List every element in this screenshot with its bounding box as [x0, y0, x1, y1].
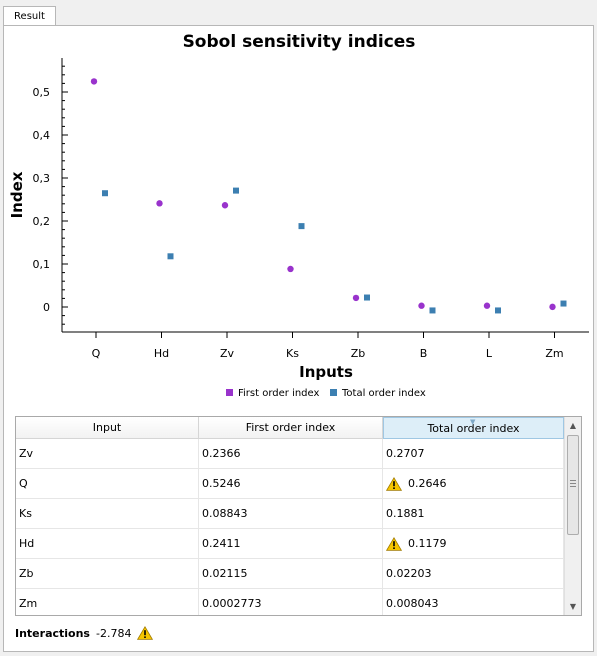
cell-total-order: 0.1881 [383, 499, 564, 528]
cell-input: Hd [16, 529, 199, 558]
table-row[interactable]: Zb 0.02115 0.02203 [16, 559, 564, 589]
warning-icon [137, 626, 154, 640]
scroll-up-arrow-icon[interactable]: ▲ [569, 421, 577, 430]
results-table: Input First order index ▼ Total order in… [15, 416, 582, 616]
cell-first-order: 0.2366 [199, 439, 383, 468]
cell-first-order: 0.0002773 [199, 589, 383, 615]
column-header-total-order[interactable]: ▼ Total order index [383, 417, 564, 439]
cell-input: Ks [16, 499, 199, 528]
y-tick-label: 0,1 [33, 258, 51, 271]
first-order-point [418, 302, 425, 309]
column-header-first-order[interactable]: First order index [199, 417, 383, 439]
first-order-point [90, 78, 98, 85]
legend-swatch-first-order [226, 389, 233, 396]
warning-icon [386, 476, 402, 491]
table-body: Zv 0.2366 0.2707 Q 0.5246 0.2646 Ks 0.08843 0.18… [16, 439, 564, 615]
table-row[interactable]: Ks 0.08843 0.1881 [16, 499, 564, 529]
total-order-point [495, 307, 501, 314]
cell-first-order: 0.08843 [199, 499, 383, 528]
interactions-value: -2.784 [95, 626, 132, 640]
table-row[interactable]: Hd 0.2411 0.1179 [16, 529, 564, 559]
cell-input: Zv [16, 439, 199, 468]
sobol-chart: Sobol sensitivity indices Index Inputs 0… [4, 30, 594, 410]
y-tick-label: 0,5 [33, 86, 51, 99]
cell-input: Q [16, 469, 199, 498]
y-tick-label: 0,3 [33, 172, 51, 185]
x-tick-label: Zm [545, 347, 563, 360]
total-order-point [167, 253, 174, 260]
first-order-point [352, 294, 360, 302]
interactions-label: Interactions [15, 626, 90, 640]
tab-result[interactable]: Result [3, 6, 56, 26]
cell-total-order: 0.008043 [383, 589, 564, 615]
x-axis-label: Inputs [299, 363, 353, 381]
y-tick-label: 0 [43, 301, 50, 314]
x-tick-label: Zv [220, 347, 235, 360]
cell-total-order: 0.1179 [383, 529, 564, 558]
x-tick-label: Zb [351, 347, 366, 360]
table-header: Input First order index ▼ Total order in… [16, 417, 564, 439]
cell-total-order: 0.02203 [383, 559, 564, 588]
total-order-point [429, 307, 436, 314]
legend-swatch-total-order [330, 389, 337, 396]
y-tick-label: 0,2 [33, 215, 51, 228]
table-row[interactable]: Q 0.5246 0.2646 [16, 469, 564, 499]
x-tick-label: Ks [286, 347, 299, 360]
cell-input: Zb [16, 559, 199, 588]
table-row[interactable]: Zv 0.2366 0.2707 [16, 439, 564, 469]
scrollbar-thumb[interactable] [567, 435, 579, 535]
first-order-point [221, 202, 229, 209]
interactions-summary: Interactions -2.784 [15, 624, 159, 642]
first-order-point [483, 302, 491, 309]
tab-bar: Result [0, 0, 597, 26]
y-tick-label: 0,4 [33, 129, 51, 142]
cell-total-order: 0.2707 [383, 439, 564, 468]
total-order-point [233, 187, 239, 194]
first-order-point [287, 265, 294, 273]
cell-input: Zm [16, 589, 199, 615]
x-tick-label: Hd [154, 347, 169, 360]
total-order-point [102, 190, 108, 197]
column-header-total-order-label: Total order index [427, 422, 520, 435]
chart-title: Sobol sensitivity indices [182, 32, 416, 52]
cell-first-order: 0.2411 [199, 529, 383, 558]
warning-icon [386, 536, 402, 551]
total-order-point [298, 223, 305, 230]
sort-indicator-icon: ▼ [470, 418, 476, 426]
total-order-point [364, 294, 370, 301]
legend-label-first-order: First order index [238, 388, 320, 399]
scroll-down-arrow-icon[interactable]: ▼ [569, 602, 577, 611]
table-row[interactable]: Zm 0.0002773 0.008043 [16, 589, 564, 615]
y-axis-label: Index [8, 171, 26, 218]
column-header-input[interactable]: Input [16, 417, 199, 439]
vertical-scrollbar[interactable]: ▲ ▼ [564, 417, 581, 615]
x-tick-label: B [420, 347, 428, 360]
first-order-point [549, 303, 556, 311]
legend-label-total-order: Total order index [341, 388, 426, 399]
first-order-point [156, 200, 163, 207]
x-tick-label: L [486, 347, 493, 360]
total-order-point [560, 300, 567, 307]
cell-total-order: 0.2646 [383, 469, 564, 498]
x-tick-label: Q [92, 347, 101, 360]
cell-first-order: 0.5246 [199, 469, 383, 498]
chart-canvas: Index Inputs 0 0,1 0,2 0,3 0,4 0,5 Q Hd Zv Ks Zb B… [8, 58, 589, 399]
cell-first-order: 0.02115 [199, 559, 383, 588]
